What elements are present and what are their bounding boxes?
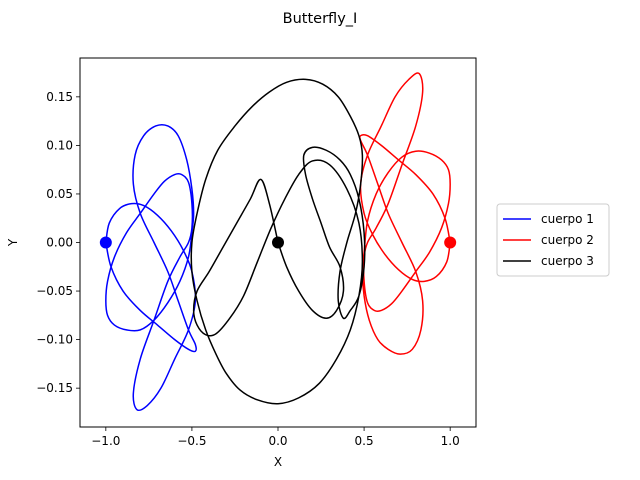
y-tick-label: −0.15 xyxy=(36,381,73,395)
x-tick-label: −1.0 xyxy=(91,434,120,448)
legend-entry-1: cuerpo 1 xyxy=(503,212,594,226)
chart-title: Butterfly_I xyxy=(283,11,358,27)
x-tick-label: 0.0 xyxy=(268,434,287,448)
legend: cuerpo 1 cuerpo 2 cuerpo 3 xyxy=(496,203,610,277)
legend-entry-3: cuerpo 3 xyxy=(503,254,594,268)
y-axis-label: Y xyxy=(6,238,20,247)
legend-entries: cuerpo 1 cuerpo 2 cuerpo 3 xyxy=(503,212,594,268)
x-axis-ticks: −1.0 −0.5 0.0 0.5 1.0 xyxy=(91,427,460,448)
y-tick-label: 0.05 xyxy=(46,187,73,201)
plot-area xyxy=(79,57,477,428)
start-marker-3 xyxy=(272,236,284,249)
series-line-1 xyxy=(105,124,197,412)
series-line-2 xyxy=(359,72,451,355)
x-tick-label: 0.5 xyxy=(355,434,374,448)
legend-label: cuerpo 3 xyxy=(541,254,594,268)
legend-box xyxy=(496,203,610,277)
legend-label: cuerpo 1 xyxy=(541,212,594,226)
y-tick-label: 0.15 xyxy=(46,90,73,104)
y-tick-label: −0.10 xyxy=(36,333,73,347)
x-tick-label: −0.5 xyxy=(177,434,206,448)
start-marker-2 xyxy=(444,236,457,249)
y-tick-label: −0.05 xyxy=(36,284,73,298)
start-markers xyxy=(99,236,457,249)
legend-label: cuerpo 2 xyxy=(541,233,594,247)
start-marker-1 xyxy=(99,236,112,249)
series-layer xyxy=(105,72,451,412)
y-tick-label: 0.00 xyxy=(46,236,73,250)
x-tick-label: 1.0 xyxy=(441,434,460,448)
y-tick-label: 0.10 xyxy=(46,138,73,152)
x-axis-label: X xyxy=(274,455,282,469)
legend-entry-2: cuerpo 2 xyxy=(503,233,594,247)
series-line-3 xyxy=(190,78,366,405)
y-axis-ticks: −0.15 −0.10 −0.05 0.00 0.05 0.10 0.15 xyxy=(36,90,80,395)
